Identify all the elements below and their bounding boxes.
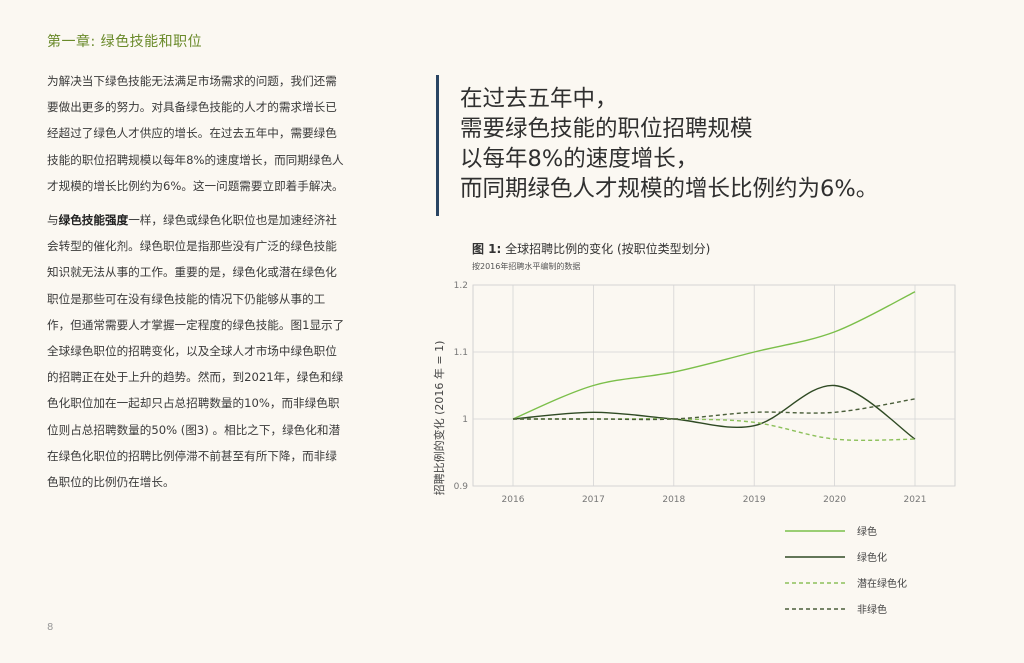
x-tick-label: 2019 bbox=[743, 495, 766, 505]
series-line-2 bbox=[512, 418, 916, 442]
y-tick-label: 1 bbox=[462, 415, 468, 425]
figure-title: 图 1: 全球招聘比例的变化 (按职位类型划分) bbox=[472, 240, 710, 257]
figure-subtitle: 按2016年招聘水平编制的数据 bbox=[472, 262, 581, 271]
quote-bar bbox=[436, 75, 439, 216]
y-tick-labels: 1.2 1.1 1 0.9 bbox=[454, 281, 469, 492]
paragraph-1: 为解决当下绿色技能无法满足市场需求的问题，我们还需要做出更多的努力。对具备绿色技… bbox=[47, 74, 344, 193]
x-tick-label: 2020 bbox=[823, 495, 846, 505]
legend-label-3: 非绿色 bbox=[857, 603, 887, 616]
pull-quote: 在过去五年中， 需要绿色技能的职位招聘规模 以每年8%的速度增长， 而同期绿色人… bbox=[460, 86, 879, 202]
y-tick-label: 1.2 bbox=[454, 281, 468, 291]
figure-title-text: 全球招聘比例的变化 (按职位类型划分) bbox=[501, 242, 711, 256]
y-axis-label: 招聘比例的变化 (2016 年 = 1) bbox=[432, 341, 446, 496]
paragraph-2-bold: 绿色技能强度 bbox=[58, 213, 129, 228]
legend-label-1: 绿色化 bbox=[857, 551, 887, 564]
chart-grid bbox=[472, 284, 956, 487]
paragraph-2-rest: 一样，绿色或绿色化职位也是加速经济社会转型的催化剂。绿色职位是指那些没有广泛的绿… bbox=[47, 213, 345, 490]
series-line-0 bbox=[512, 291, 916, 420]
paragraph-2-lead: 与 bbox=[47, 213, 59, 228]
x-tick-label: 2017 bbox=[582, 495, 605, 505]
chart-lines bbox=[512, 291, 916, 442]
y-tick-label: 1.1 bbox=[454, 348, 468, 358]
paragraph-2: 与绿色技能强度一样，绿色或绿色化职位也是加速经济社会转型的催化剂。绿色职位是指那… bbox=[47, 207, 347, 495]
line-chart: 1.2 1.1 1 0.9 2016 2017 2018 2019 2020 2021 招聘比例… bbox=[432, 281, 956, 616]
body-text: 为解决当下绿色技能无法满足市场需求的问题，我们还需要做出更多的努力。对具备绿色技… bbox=[47, 68, 347, 503]
x-tick-label: 2018 bbox=[662, 495, 685, 505]
x-tick-label: 2016 bbox=[502, 495, 525, 505]
x-tick-label: 2021 bbox=[904, 495, 927, 505]
figure-label: 图 1: bbox=[472, 242, 502, 256]
chapter-title: 第一章: 绿色技能和职位 bbox=[47, 34, 203, 50]
x-tick-labels: 2016 2017 2018 2019 2020 2021 bbox=[502, 495, 927, 505]
series-line-1 bbox=[512, 384, 916, 440]
plot-frame bbox=[472, 284, 956, 487]
legend-label-2: 潜在绿色化 bbox=[857, 577, 907, 590]
legend-label-0: 绿色 bbox=[857, 525, 877, 538]
page-number: 8 bbox=[47, 622, 54, 633]
series-line-3 bbox=[512, 398, 916, 421]
y-tick-label: 0.9 bbox=[454, 482, 469, 492]
